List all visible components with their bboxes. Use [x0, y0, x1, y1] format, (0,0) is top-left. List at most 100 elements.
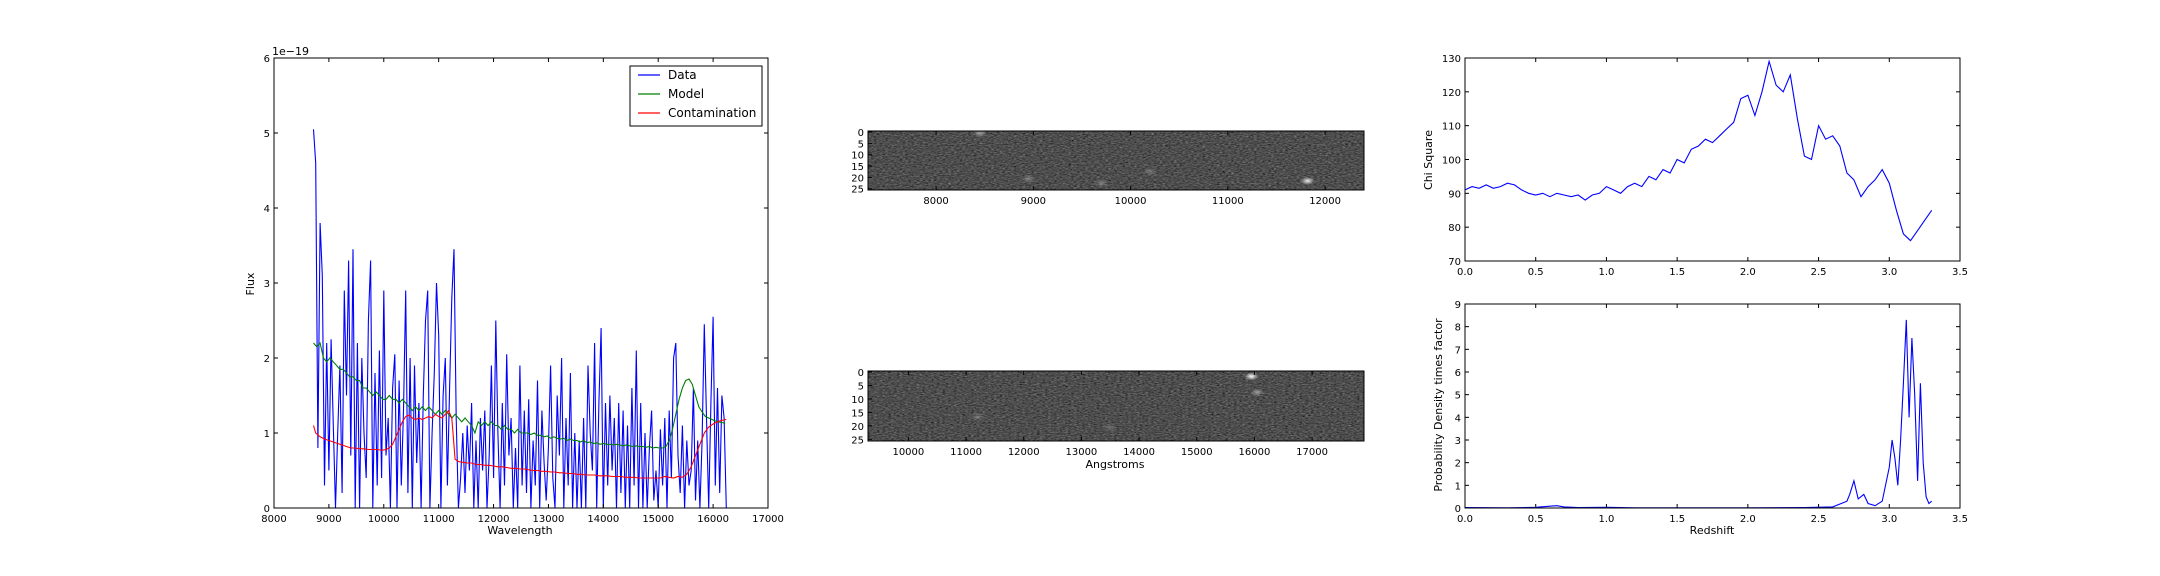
y-tick-label: 120 [1442, 88, 1461, 99]
y-tick-label: 5 [858, 381, 864, 392]
2d-image-bottom-noise [868, 371, 1364, 441]
y-tick-label: 10 [851, 395, 864, 406]
y-tick-label: 4 [1455, 413, 1461, 424]
y-tick-label: 5 [858, 139, 864, 150]
x-tick-label: 9000 [1021, 196, 1046, 207]
x-tick-label: 11000 [1212, 196, 1244, 207]
bright-spot [1143, 167, 1158, 176]
2d-image-bottom-spots [970, 372, 1265, 432]
x-tick-label: 3.5 [1952, 267, 1968, 278]
x-tick-label: 13000 [1065, 447, 1097, 458]
x-tick-label: 8000 [261, 514, 286, 525]
x-tick-label: 0.0 [1457, 514, 1473, 525]
x-tick-label: 14000 [1123, 447, 1155, 458]
y-tick-label: 2 [1455, 459, 1461, 470]
2d-image-bottom-frame [867, 370, 1365, 442]
y-tick-label: 80 [1448, 223, 1461, 234]
x-tick-label: 12000 [1008, 447, 1040, 458]
y-tick-label: 10 [851, 151, 864, 162]
x-tick-label: 3.5 [1952, 514, 1968, 525]
y-tick-label: 15 [851, 162, 864, 173]
x-tick-label: 15000 [1181, 447, 1213, 458]
bright-spot [1094, 179, 1109, 188]
x-tick-label: 1.5 [1669, 514, 1685, 525]
probability-density-xlabel: Redshift [1690, 524, 1735, 537]
bright-spot [1250, 388, 1265, 397]
y-tick-label: 100 [1442, 156, 1461, 167]
chi-square-ylabel: Chi Square [1422, 130, 1435, 190]
bright-spot [1103, 423, 1118, 432]
y-tick-label: 3 [264, 279, 270, 290]
chi-square-axes-frame [1464, 57, 1961, 262]
bright-spot [1244, 372, 1259, 381]
spectrum-ticks: 8000 9000 10000 11000 12000 13000 14000 15000 16… [261, 54, 784, 525]
y-tick-label: 130 [1442, 54, 1461, 65]
chi-square-panel: Chi Square 0.0 0.5 1.0 1.5 2.0 2.5 3.0 3.5 70 80 9… [1422, 54, 1968, 278]
x-tick-label: 17000 [1296, 447, 1328, 458]
spectrum-offset-label: 1e−19 [272, 45, 309, 58]
x-tick-label: 16000 [697, 514, 729, 525]
x-tick-label: 10000 [892, 447, 924, 458]
y-tick-label: 25 [851, 435, 864, 446]
x-tick-label: 17000 [752, 514, 784, 525]
x-tick-label: 0.5 [1528, 514, 1544, 525]
y-tick-label: 0 [858, 368, 864, 379]
y-tick-label: 110 [1442, 122, 1461, 133]
y-tick-label: 1 [1455, 481, 1461, 492]
x-tick-label: 1.0 [1598, 267, 1614, 278]
spectrum-panel: Flux Wavelength 1e−19 8000 9000 10000 11000… [244, 45, 784, 537]
x-tick-label: 14000 [587, 514, 619, 525]
x-tick-label: 16000 [1239, 447, 1271, 458]
probability-density-ticks: 0.0 0.5 1.0 1.5 2.0 2.5 3.0 3.5 0 1 2 3 4 5 6 7 8 9 [1455, 300, 1968, 525]
x-tick-label: 12000 [478, 514, 510, 525]
y-tick-label: 9 [1455, 300, 1461, 311]
legend-box [629, 65, 763, 127]
y-tick-label: 70 [1448, 257, 1461, 268]
x-tick-label: 10000 [1115, 196, 1147, 207]
x-tick-label: 15000 [642, 514, 674, 525]
2d-image-top-noise [868, 131, 1364, 190]
legend-label-contamination: Contamination [668, 106, 756, 120]
x-tick-label: 10000 [368, 514, 400, 525]
spectrum-legend: Data Model Contamination [629, 65, 763, 127]
y-tick-label: 2 [264, 354, 270, 365]
legend-label-model: Model [668, 87, 704, 101]
y-tick-label: 0 [1455, 504, 1461, 515]
probability-density-panel: Probability Density times factor Redshif… [1432, 300, 1968, 537]
y-tick-label: 0 [264, 504, 270, 515]
2d-image-bottom-ticks: 10000 11000 12000 13000 14000 15000 16000 17000… [851, 368, 1328, 458]
x-tick-label: 11000 [423, 514, 455, 525]
bright-spot [1300, 176, 1315, 185]
y-tick-label: 7 [1455, 345, 1461, 356]
x-tick-label: 12000 [1309, 196, 1341, 207]
series-line-model [313, 341, 726, 449]
x-tick-label: 1.5 [1669, 267, 1685, 278]
x-tick-label: 3.0 [1881, 514, 1897, 525]
2d-image-top-frame [867, 130, 1365, 191]
y-tick-label: 6 [1455, 368, 1461, 379]
y-tick-label: 6 [264, 54, 270, 65]
chi-square-series-layer [1465, 59, 1933, 242]
chi-square-ticks: 0.0 0.5 1.0 1.5 2.0 2.5 3.0 3.5 70 80 90 100 110 120 1… [1442, 54, 1968, 278]
y-tick-label: 1 [264, 429, 270, 440]
2d-image-xlabel: Angstroms [1086, 458, 1145, 471]
spectrum-series-layer [312, 129, 727, 508]
legend-label-data: Data [668, 68, 697, 82]
y-tick-label: 0 [858, 128, 864, 139]
x-tick-label: 2.5 [1811, 514, 1827, 525]
y-tick-label: 8 [1455, 323, 1461, 334]
x-tick-label: 2.5 [1811, 267, 1827, 278]
x-tick-label: 11000 [950, 447, 982, 458]
x-tick-label: 13000 [533, 514, 565, 525]
y-tick-label: 5 [264, 129, 270, 140]
x-tick-label: 0.0 [1457, 267, 1473, 278]
spectrum-xlabel: Wavelength [487, 524, 552, 537]
2d-spectrum-bottom-panel: 10000 11000 12000 13000 14000 15000 16000 17000… [851, 368, 1365, 471]
x-tick-label: 3.0 [1881, 267, 1897, 278]
probability-density-series-layer [1465, 319, 1933, 508]
x-tick-label: 8000 [923, 196, 948, 207]
x-tick-label: 2.0 [1740, 514, 1756, 525]
series-line-contamination [312, 409, 727, 479]
